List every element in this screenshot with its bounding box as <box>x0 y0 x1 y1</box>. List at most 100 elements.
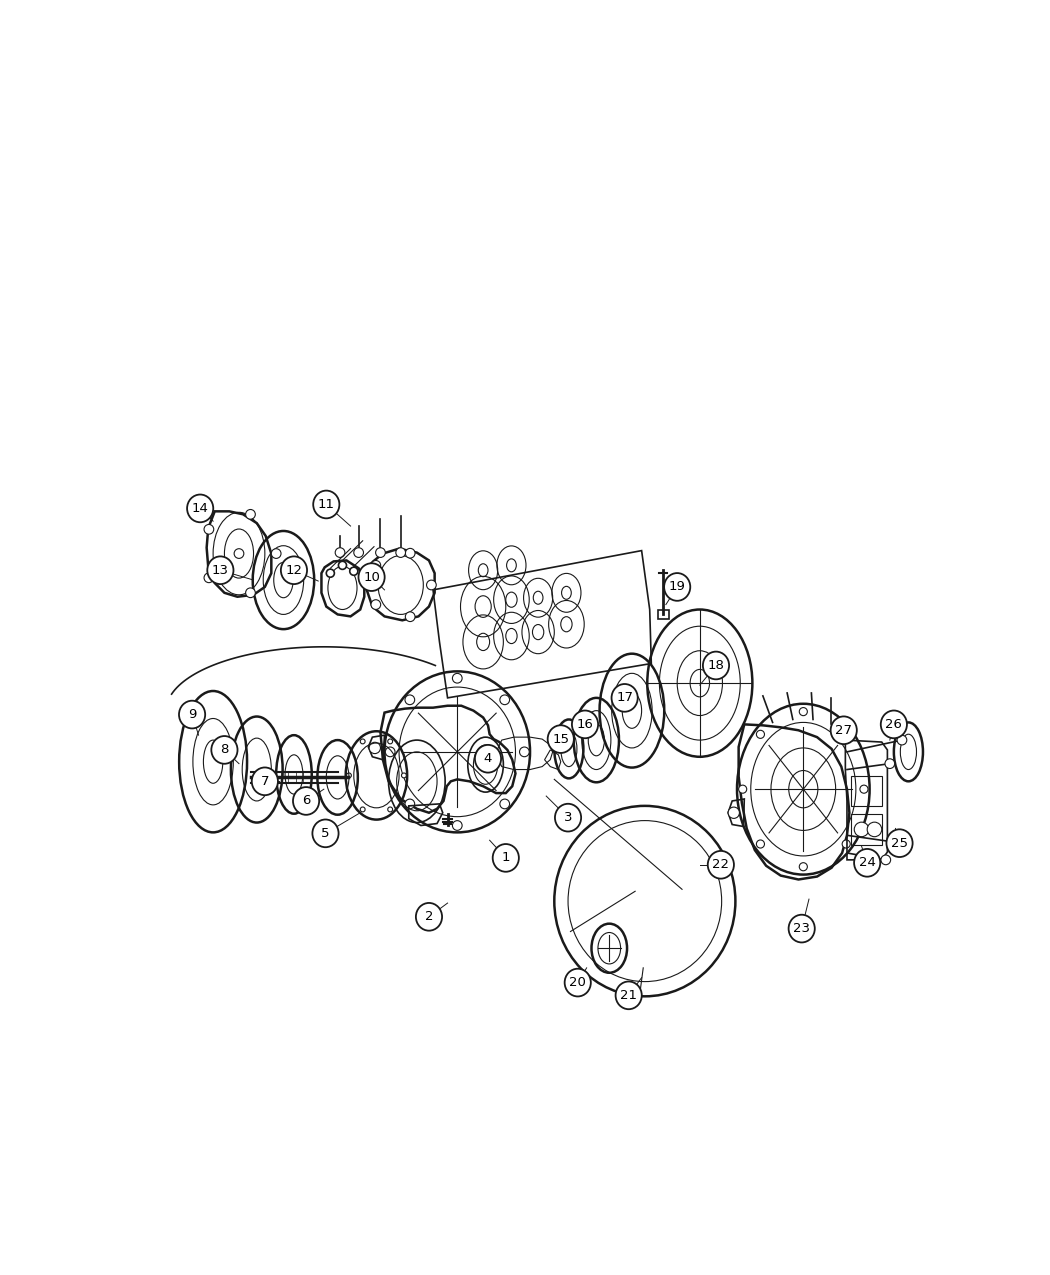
Circle shape <box>405 612 415 622</box>
Ellipse shape <box>886 829 912 857</box>
Circle shape <box>799 863 807 871</box>
Ellipse shape <box>313 491 339 519</box>
Circle shape <box>756 840 764 848</box>
Text: 25: 25 <box>891 836 908 849</box>
Circle shape <box>799 708 807 715</box>
Circle shape <box>246 588 255 598</box>
Ellipse shape <box>572 710 598 738</box>
Ellipse shape <box>831 717 857 745</box>
Ellipse shape <box>854 849 880 877</box>
Circle shape <box>453 821 462 830</box>
Ellipse shape <box>664 572 690 601</box>
Text: 21: 21 <box>621 989 637 1002</box>
Text: 16: 16 <box>576 718 593 731</box>
Circle shape <box>335 548 344 557</box>
Ellipse shape <box>708 850 734 878</box>
Text: 15: 15 <box>552 733 569 746</box>
Ellipse shape <box>565 969 591 997</box>
Circle shape <box>881 856 890 864</box>
Text: 14: 14 <box>192 502 209 515</box>
Text: 22: 22 <box>712 858 730 871</box>
Circle shape <box>271 548 281 558</box>
Text: 3: 3 <box>564 811 572 824</box>
Ellipse shape <box>187 495 213 523</box>
Circle shape <box>867 822 882 836</box>
Circle shape <box>500 799 509 808</box>
Circle shape <box>385 747 395 757</box>
Ellipse shape <box>555 803 581 831</box>
Ellipse shape <box>280 556 307 584</box>
Circle shape <box>371 561 381 570</box>
Ellipse shape <box>313 820 338 847</box>
Text: 12: 12 <box>286 564 302 576</box>
Circle shape <box>897 736 907 745</box>
Circle shape <box>885 759 895 769</box>
Circle shape <box>371 599 381 609</box>
Circle shape <box>738 785 747 793</box>
Text: 2: 2 <box>425 910 434 923</box>
Ellipse shape <box>207 556 233 584</box>
Circle shape <box>520 747 529 757</box>
Ellipse shape <box>211 736 237 764</box>
Circle shape <box>396 548 405 557</box>
Circle shape <box>370 742 380 754</box>
Circle shape <box>855 822 868 836</box>
Circle shape <box>860 785 868 793</box>
Circle shape <box>387 740 393 743</box>
Circle shape <box>327 569 334 578</box>
Circle shape <box>842 731 850 738</box>
Ellipse shape <box>416 903 442 931</box>
Ellipse shape <box>178 701 205 728</box>
Text: 13: 13 <box>212 564 229 576</box>
Circle shape <box>346 773 352 778</box>
Text: 6: 6 <box>302 794 310 807</box>
Text: 27: 27 <box>835 724 853 737</box>
Circle shape <box>350 567 358 575</box>
Ellipse shape <box>492 844 519 872</box>
Circle shape <box>204 524 214 534</box>
Circle shape <box>453 673 462 683</box>
Text: 26: 26 <box>885 718 902 731</box>
Circle shape <box>246 510 255 519</box>
Circle shape <box>360 740 365 743</box>
Text: 19: 19 <box>669 580 686 593</box>
Circle shape <box>360 807 365 812</box>
Circle shape <box>338 561 347 570</box>
Circle shape <box>500 695 509 705</box>
Text: 1: 1 <box>502 852 510 864</box>
Ellipse shape <box>611 683 637 711</box>
Ellipse shape <box>475 745 501 773</box>
Text: 11: 11 <box>318 499 335 511</box>
Text: 24: 24 <box>859 857 876 870</box>
Circle shape <box>405 548 415 558</box>
Ellipse shape <box>293 787 319 815</box>
Circle shape <box>387 807 393 812</box>
Circle shape <box>756 731 764 738</box>
Text: 18: 18 <box>708 659 724 672</box>
Ellipse shape <box>358 564 384 592</box>
Circle shape <box>426 580 436 590</box>
Circle shape <box>354 548 363 557</box>
Circle shape <box>204 572 214 583</box>
Text: 17: 17 <box>616 691 633 704</box>
Text: 4: 4 <box>484 752 492 765</box>
Circle shape <box>401 773 406 778</box>
Text: 5: 5 <box>321 827 330 840</box>
Ellipse shape <box>252 768 278 796</box>
Ellipse shape <box>881 710 907 738</box>
Circle shape <box>376 548 385 557</box>
Circle shape <box>405 695 415 705</box>
Ellipse shape <box>548 725 574 754</box>
Circle shape <box>405 799 415 808</box>
Ellipse shape <box>789 914 815 942</box>
Circle shape <box>728 807 739 819</box>
Text: 23: 23 <box>793 922 811 935</box>
Circle shape <box>234 548 244 558</box>
Text: 20: 20 <box>569 977 586 989</box>
Text: 7: 7 <box>260 775 269 788</box>
Ellipse shape <box>615 982 642 1010</box>
Text: 9: 9 <box>188 708 196 722</box>
Circle shape <box>842 840 850 848</box>
Text: 8: 8 <box>220 743 229 756</box>
Ellipse shape <box>702 652 729 680</box>
